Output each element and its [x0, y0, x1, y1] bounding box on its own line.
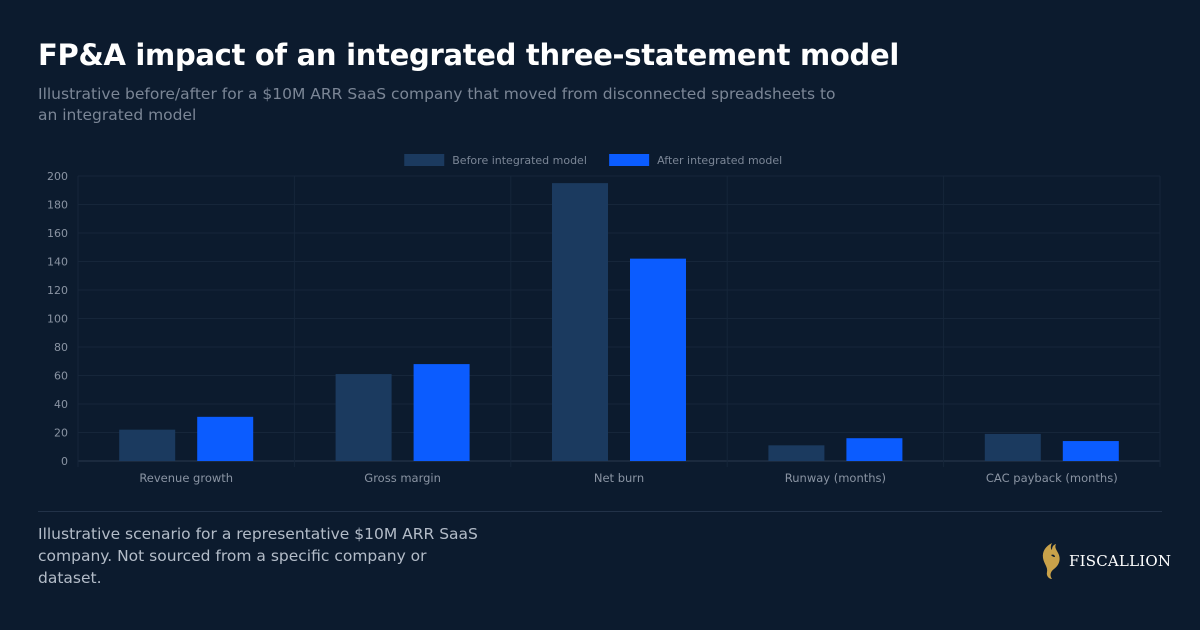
legend-item: Before integrated model [404, 154, 587, 167]
footnote: Illustrative scenario for a representati… [38, 525, 478, 587]
y-tick-label: 160 [47, 227, 68, 240]
y-tick-label: 80 [54, 341, 68, 354]
x-tick-label: Net burn [594, 471, 644, 485]
brand-name: FISCALLION [1069, 552, 1172, 570]
legend: Before integrated model After integrated … [404, 154, 782, 167]
x-tick-label: Gross margin [364, 471, 441, 485]
legend-label: Before integrated model [452, 154, 587, 167]
bars [119, 183, 1119, 461]
bar-after [846, 438, 903, 461]
y-tick-label: 200 [47, 170, 68, 183]
legend-swatch [404, 154, 445, 166]
bar-after [1062, 441, 1119, 461]
chart-subtitle: Illustrative before/after for a $10M ARR… [38, 85, 836, 124]
y-tick-label: 120 [47, 284, 68, 297]
lion-head-icon [1042, 543, 1060, 579]
x-axis-ticks: Revenue growth Gross margin Net burn Runway… [139, 471, 1117, 485]
bar-after [197, 416, 254, 461]
bar-before [552, 183, 608, 461]
x-tick-label: CAC payback (months) [986, 471, 1118, 485]
bar-before [119, 429, 176, 461]
y-tick-label: 20 [54, 427, 68, 440]
bar-before [335, 374, 392, 461]
footer-divider [38, 511, 1162, 512]
bar-before [768, 445, 825, 461]
y-tick-label: 100 [47, 313, 68, 326]
y-tick-label: 40 [54, 398, 68, 411]
bar-after [413, 364, 470, 461]
legend-label: After integrated model [657, 154, 782, 167]
y-axis-ticks: 0 20 40 60 80 100 120 140 160 180 200 [47, 170, 68, 468]
bar-before [984, 433, 1041, 461]
x-tick-label: Runway (months) [785, 471, 886, 485]
legend-swatch [609, 154, 650, 166]
x-tick-label: Revenue growth [139, 471, 233, 485]
brand-logo: FISCALLION [1040, 541, 1171, 581]
bar-after [630, 258, 686, 461]
y-tick-label: 140 [47, 256, 68, 269]
bar-chart: 0 20 40 60 80 100 120 140 160 180 200 Revenue grow… [47, 154, 1161, 485]
y-tick-label: 60 [54, 370, 68, 383]
chart-title: FP&A impact of an integrated three-state… [38, 38, 900, 72]
y-tick-label: 180 [47, 199, 68, 212]
legend-item: After integrated model [609, 154, 782, 167]
y-tick-label: 0 [61, 455, 68, 468]
grid-lines [77, 175, 1161, 467]
